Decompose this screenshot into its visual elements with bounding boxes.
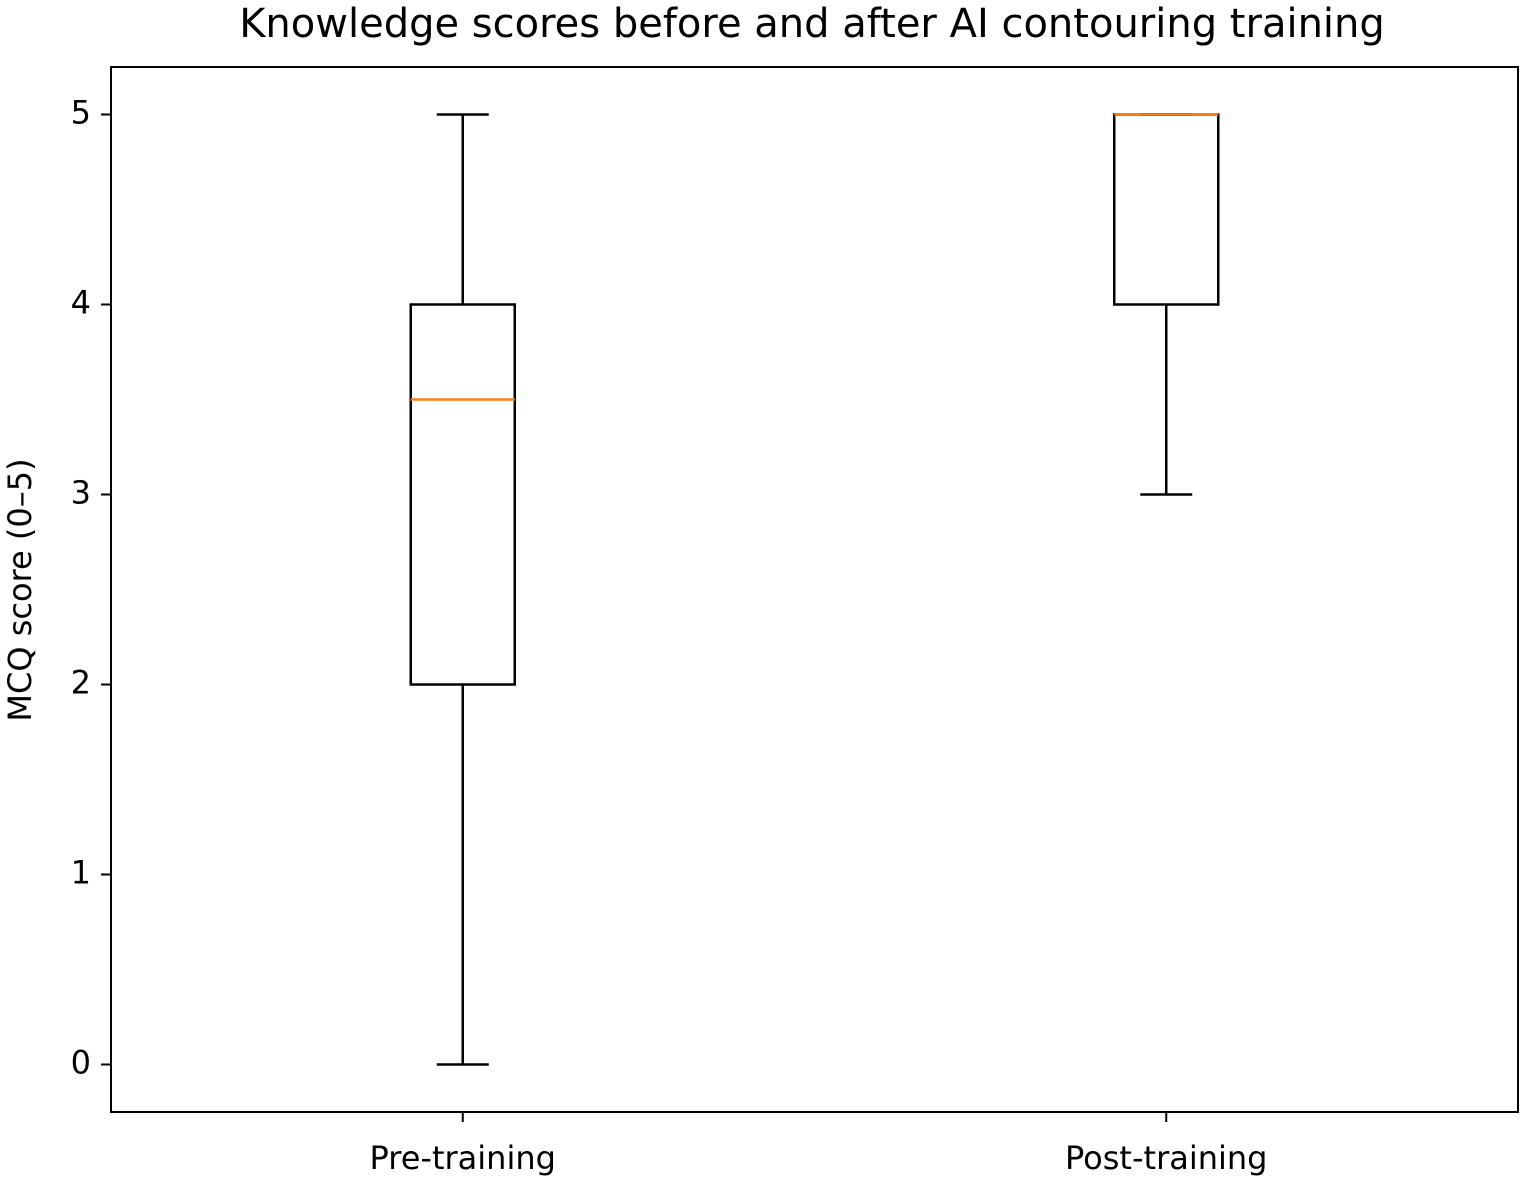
y-axis-label: MCQ score (0–5)	[1, 458, 39, 721]
chart-title: Knowledge scores before and after AI con…	[239, 1, 1385, 47]
y-tick-label: 1	[71, 854, 91, 892]
box	[409, 303, 516, 686]
x-tick-label: Pre-training	[370, 1139, 556, 1177]
x-tick-label: Post-training	[1065, 1139, 1267, 1177]
plot-frame	[110, 66, 1519, 1113]
y-tick-label: 2	[71, 664, 91, 702]
y-tick-label: 4	[71, 284, 91, 322]
y-tick-label: 0	[71, 1044, 91, 1082]
box	[1113, 113, 1220, 306]
y-tick-label: 5	[71, 94, 91, 132]
y-tick-label: 3	[71, 474, 91, 512]
